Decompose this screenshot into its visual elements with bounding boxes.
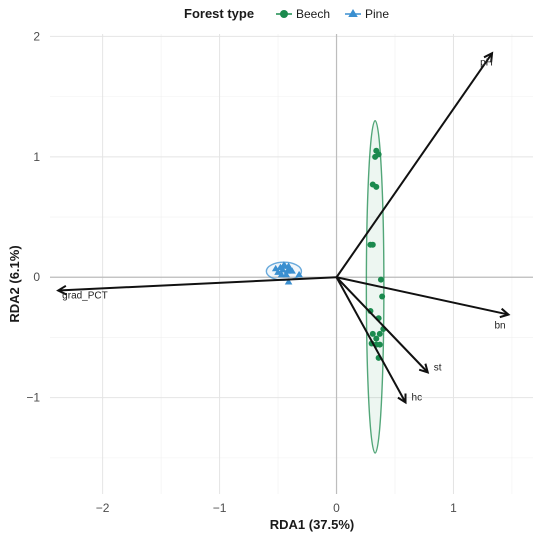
point-beech <box>375 151 382 158</box>
arrow-shaft <box>335 276 429 374</box>
point-beech <box>376 341 383 348</box>
y-tick-label: 0 <box>33 270 40 284</box>
arrow-label: st <box>434 362 442 373</box>
legend-entries: Beech Pine <box>276 7 389 21</box>
point-pine <box>278 266 287 273</box>
arrow-hc: hc <box>335 276 423 405</box>
x-tick-label: 1 <box>450 501 457 515</box>
arrow-head <box>483 51 494 63</box>
x-tick-label: −1 <box>213 501 227 515</box>
point-beech <box>373 183 380 190</box>
point-pine <box>282 270 291 278</box>
x-axis-title: RDA1 (37.5%) <box>270 517 355 532</box>
legend-key-circle <box>280 10 288 18</box>
x-tick-label: −2 <box>96 501 110 515</box>
legend-entry-beech: Beech <box>276 7 330 21</box>
legend-label: Pine <box>365 7 389 21</box>
point-beech <box>369 241 376 248</box>
arrow-head <box>397 393 407 405</box>
biplot-arrows: pH bn st hc grad_PCT <box>56 51 511 405</box>
arrow-grad-pct: grad_PCT <box>56 276 337 301</box>
arrow-shaft <box>335 276 407 403</box>
arrow-head <box>56 284 67 296</box>
arrow-label: pH <box>480 57 493 68</box>
point-beech <box>379 293 386 300</box>
point-pine <box>284 262 293 269</box>
tick-labels: −2 −1 0 1 −1 0 1 2 <box>26 29 457 515</box>
arrow-shaft <box>335 52 493 278</box>
y-axis-title: RDA2 (6.1%) <box>7 245 22 322</box>
arrow-bn: bn <box>336 276 511 332</box>
point-beech <box>373 335 380 342</box>
y-tick-label: 2 <box>33 29 40 43</box>
point-beech <box>377 276 384 283</box>
point-beech <box>369 330 376 337</box>
reference-lines <box>50 34 533 494</box>
arrow-label: bn <box>494 321 505 332</box>
point-pine <box>295 270 303 278</box>
point-pine <box>274 268 282 275</box>
arrow-head <box>499 307 511 319</box>
x-tick-label: 0 <box>333 501 340 515</box>
legend-entry-pine: Pine <box>345 7 389 21</box>
arrow-label: grad_PCT <box>62 290 108 301</box>
legend-title: Forest type <box>184 6 254 21</box>
point-pine <box>288 267 296 274</box>
arrow-label: hc <box>412 392 423 403</box>
point-pine <box>284 278 293 285</box>
arrow-shaft <box>336 276 509 316</box>
y-tick-label: −1 <box>26 391 40 405</box>
legend-key-triangle <box>348 9 358 17</box>
arrow-st: st <box>335 276 442 374</box>
point-beech <box>376 330 383 337</box>
point-pine <box>280 261 288 268</box>
legend-label: Beech <box>296 7 330 21</box>
arrow-shaft <box>58 276 337 292</box>
arrow-ph: pH <box>335 51 494 278</box>
confidence-ellipses <box>265 120 385 454</box>
legend: Forest type Beech Pine <box>184 6 389 21</box>
arrow-head <box>418 363 430 374</box>
y-tick-label: 1 <box>33 150 40 164</box>
